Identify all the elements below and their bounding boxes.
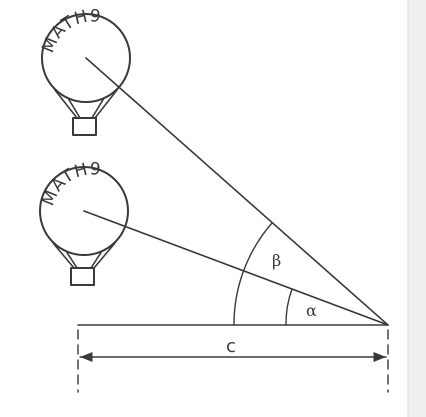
lower-sight-line [83,210,389,326]
upper-sight-line [85,57,389,326]
upper-balloon: MATH9 [38,6,131,136]
lower-balloon-basket [70,267,95,286]
upper-balloon-text: MATH9 [38,6,102,55]
page-edge-shadow [408,0,426,417]
upper-balloon-envelope [41,13,131,103]
lower-balloon-text: MATH9 [38,159,102,208]
lower-balloon-ropes [52,242,116,269]
upper-balloon-ropes [54,89,118,119]
alpha-label: α [306,301,317,320]
beta-arc [233,222,273,326]
upper-balloon-basket [72,117,97,136]
distance-label: c [226,336,236,357]
alpha-arc [285,288,293,326]
beta-label: β [272,251,281,270]
lower-balloon-envelope [39,166,129,256]
